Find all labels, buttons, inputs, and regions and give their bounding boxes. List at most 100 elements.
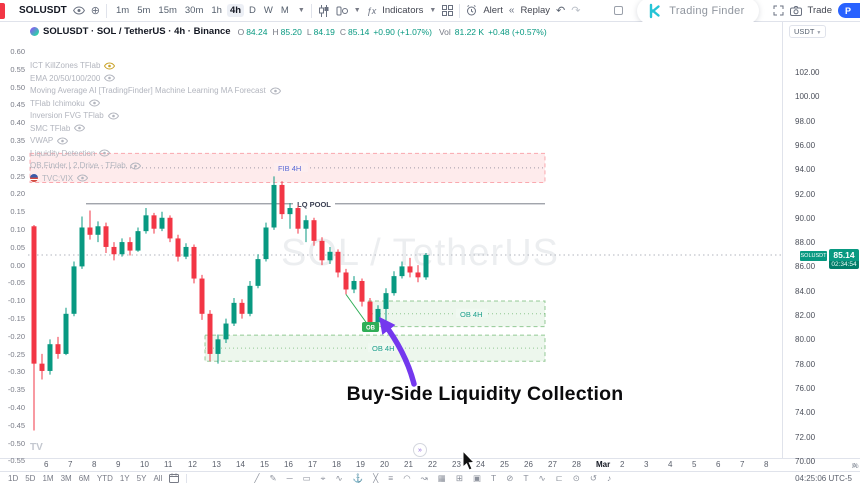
compare-add-icon[interactable]: ⊕ <box>90 5 100 17</box>
drawing-tool-17[interactable]: T <box>523 472 529 483</box>
trade-button[interactable]: Trade <box>807 5 832 16</box>
timeframe-1h[interactable]: 1h <box>211 5 222 16</box>
watchlist-checkbox-icon[interactable] <box>614 6 624 15</box>
indicator-name[interactable]: EMA 20/50/100/200 <box>30 73 101 83</box>
fullscreen-icon[interactable] <box>773 5 784 16</box>
eye-icon[interactable] <box>77 174 89 182</box>
alert-clock-icon[interactable] <box>466 5 477 16</box>
eye-icon[interactable] <box>104 74 116 82</box>
drawing-tool-22[interactable]: ♪ <box>607 472 612 483</box>
indicators-chevron-down-icon[interactable]: ▼ <box>429 7 437 14</box>
indicators-button[interactable]: Indicators <box>382 5 424 16</box>
chart-settings-icon[interactable] <box>336 5 348 17</box>
legend-symbol-title[interactable]: SOLUSDT · SOL / TetherUS · 4h · Binance <box>43 26 231 37</box>
drawing-tool-18[interactable]: ∿ <box>538 472 546 483</box>
timeframe-D[interactable]: D <box>249 5 256 16</box>
undo-icon[interactable]: ↶ <box>556 5 566 17</box>
indicator-row-10[interactable]: TVC:VIX <box>30 173 89 183</box>
indicator-row-6[interactable]: SMC TFlab <box>30 123 86 133</box>
drawing-tool-11[interactable]: ↝ <box>420 472 428 483</box>
timeframe-W[interactable]: W <box>263 5 273 16</box>
indicator-row-5[interactable]: Inversion FVG TFlab <box>30 111 119 120</box>
drawing-tool-5[interactable]: ⌖ <box>320 472 326 483</box>
indicator-name[interactable]: Moving Average AI [TradingFinder] Machin… <box>30 86 266 95</box>
indicator-name[interactable]: SMC TFlab <box>30 123 71 133</box>
axis-unit-selector[interactable]: USDT ▼ <box>789 25 827 38</box>
symbol-search-eye-icon[interactable] <box>72 6 85 15</box>
liquidity-arrow[interactable] <box>379 316 417 387</box>
eye-icon[interactable] <box>269 86 281 95</box>
indicator-row-8[interactable]: Liquidity Detection <box>30 148 111 158</box>
liquidity-annotation-text[interactable]: Buy-Side Liquidity Collection <box>346 383 624 405</box>
drawing-tool-6[interactable]: ∿ <box>335 472 343 483</box>
eye-icon[interactable] <box>57 136 69 145</box>
timeframe-30m[interactable]: 30m <box>184 5 204 16</box>
drawing-tool-2[interactable]: ✎ <box>269 472 277 483</box>
timeline-marker-button[interactable]: » <box>413 443 427 457</box>
eye-icon[interactable] <box>129 161 141 170</box>
drawing-tool-3[interactable]: ─ <box>286 472 293 483</box>
redo-icon[interactable]: ↷ <box>571 5 581 17</box>
replay-button[interactable]: Replay <box>520 5 551 16</box>
style-chevron-down-icon[interactable]: ▼ <box>353 7 361 14</box>
indicator-row-9[interactable]: OB Finder | 2 Drive - TFlab <box>30 161 141 170</box>
range-1Y[interactable]: 1Y <box>119 473 130 483</box>
range-5D[interactable]: 5D <box>25 473 36 483</box>
drawing-tool-9[interactable]: ≡ <box>388 472 394 483</box>
drawing-tool-19[interactable]: ⊏ <box>555 472 563 483</box>
legend-title-row[interactable]: SOLUSDT · SOL / TetherUS · 4h · Binance … <box>30 26 547 37</box>
eye-icon[interactable] <box>104 61 116 70</box>
symbol-name[interactable]: SOLUSDT <box>19 5 67 16</box>
indicator-name[interactable]: TFlab Ichimoku <box>30 98 85 108</box>
indicator-row-1[interactable]: ICT KillZones TFlab <box>30 61 116 70</box>
indicator-name[interactable]: OB Finder | 2 Drive - TFlab <box>30 161 126 170</box>
drawing-tool-12[interactable]: ▦ <box>437 472 446 483</box>
drawing-tool-16[interactable]: ⊘ <box>506 472 514 483</box>
range-3M[interactable]: 3M <box>60 473 72 483</box>
drawing-tool-7[interactable]: ⚓ <box>352 472 364 483</box>
range-6M[interactable]: 6M <box>78 473 90 483</box>
drawing-tool-8[interactable]: ╳ <box>373 472 379 483</box>
drawing-tool-15[interactable]: T <box>490 472 497 483</box>
drawing-tool-10[interactable]: ◠ <box>403 472 411 483</box>
alert-button[interactable]: Alert <box>483 5 503 16</box>
chart-area[interactable]: SOL / TetherUS FIB 4H OB 4H OB 4H LQ POOL OB… <box>0 22 860 466</box>
timeframe-4h[interactable]: 4h <box>226 4 245 17</box>
timeframe-15m[interactable]: 15m <box>158 5 177 16</box>
drawing-tool-14[interactable]: ▣ <box>472 472 481 483</box>
indicator-name[interactable]: TVC:VIX <box>42 173 74 183</box>
app-logo[interactable] <box>0 2 5 19</box>
range-5Y[interactable]: 5Y <box>136 473 147 483</box>
timeframe-5m[interactable]: 5m <box>137 5 151 16</box>
drawing-tool-4[interactable]: ▭ <box>302 472 311 483</box>
calendar-icon[interactable] <box>169 473 180 483</box>
range-YTD[interactable]: YTD <box>96 473 113 483</box>
left-price-axis[interactable]: 0.60 0.55 0.50 0.45 0.40 0.35 0.30 0.25 0.20 0.15… <box>0 22 28 465</box>
drawing-tool-13[interactable]: ⊞ <box>455 472 463 483</box>
timeframe-M[interactable]: M <box>280 5 289 16</box>
axis-toggle-%[interactable]: % <box>852 461 859 470</box>
timeframe-1m[interactable]: 1m <box>116 5 130 16</box>
indicator-name[interactable]: Inversion FVG TFlab <box>30 111 104 120</box>
indicator-row-4[interactable]: TFlab Ichimoku <box>30 99 100 108</box>
eye-icon[interactable] <box>99 149 111 157</box>
layout-grid-icon[interactable] <box>442 5 454 16</box>
eye-icon[interactable] <box>107 111 119 120</box>
screenshot-camera-icon[interactable] <box>789 5 802 16</box>
indicator-name[interactable]: Liquidity Detection <box>30 148 96 158</box>
indicator-row-7[interactable]: VWAP <box>30 136 69 145</box>
drawing-tool-1[interactable]: ╱ <box>254 472 260 483</box>
indicator-name[interactable]: ICT KillZones TFlab <box>30 61 101 70</box>
timeframe-chevron-down-icon[interactable]: ▼ <box>297 7 305 14</box>
indicator-row-3[interactable]: Moving Average AI [TradingFinder] Machin… <box>30 86 281 95</box>
publish-button[interactable]: P <box>838 3 860 18</box>
time-axis[interactable]: % A 6 7 8 9 10 11 12 13 14 15 16 17 18 19 20 21 22 23 24 25 2… <box>0 458 860 471</box>
right-price-axis[interactable]: USDT ▼ 102.00 100.00 98.00 96.00 94.00 92.00 9… <box>782 22 860 466</box>
indicator-name[interactable]: VWAP <box>30 136 54 145</box>
drawing-tool-21[interactable]: ↺ <box>589 472 598 483</box>
replay-icon[interactable]: « <box>508 5 515 16</box>
tradingview-logo[interactable]: TV <box>30 442 43 453</box>
eye-icon[interactable] <box>74 124 86 132</box>
range-1M[interactable]: 1M <box>42 473 54 483</box>
timezone-clock[interactable]: 04:25:06 UTC-5 <box>795 473 852 483</box>
